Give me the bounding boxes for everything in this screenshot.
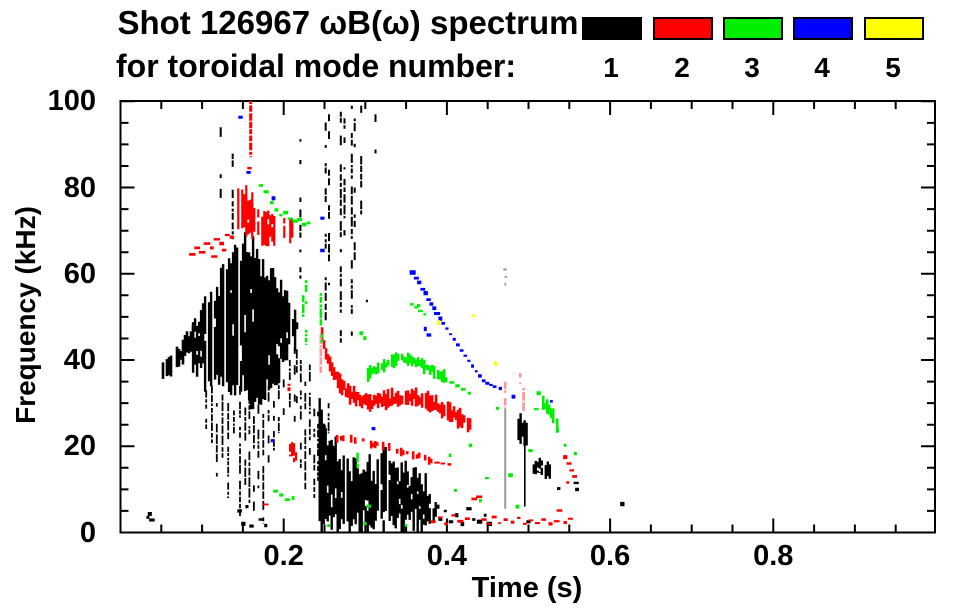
- chart-title-line2: for toroidal mode number:: [116, 48, 516, 84]
- y-tick-label-20: 20: [63, 430, 96, 463]
- x-axis-label: Time (s): [471, 572, 583, 604]
- legend-label-mode-4: 4: [814, 52, 830, 83]
- feature-n1-blob-047: [517, 413, 528, 446]
- y-axis-label: Frequency (kHz): [10, 206, 41, 424]
- feature-n1-thin-lines: [524, 441, 526, 507]
- feature-n3-mid-dots: [359, 303, 427, 341]
- legend-swatch-mode-1: [582, 17, 642, 40]
- feature-n1-rise-tail: [161, 325, 195, 379]
- feature-n5-dots: [436, 314, 498, 366]
- feature-n2-left-dashes: [189, 166, 252, 258]
- feature-n2-wedge-020: [289, 442, 298, 463]
- legend-swatch-mode-2: [653, 17, 713, 40]
- feature-n2-cluster-70khz: [237, 185, 294, 247]
- feature-n2-lower-band: [335, 434, 433, 465]
- x-tick-label-0.6: 0.6: [589, 540, 631, 572]
- chart-title-line1: Shot 126967 ωB(ω) spectrum: [117, 4, 579, 41]
- legend-label-mode-3: 3: [744, 52, 760, 83]
- legend-label-mode-2: 2: [674, 52, 690, 83]
- y-tick-label-40: 40: [63, 344, 96, 377]
- legend-label-mode-5: 5: [885, 52, 901, 83]
- y-tick-label-100: 100: [47, 85, 96, 118]
- feature-grey-squiggle: [503, 268, 508, 286]
- feature-n2-pink-streaks: [319, 334, 525, 411]
- x-tick-label-0.8: 0.8: [753, 540, 794, 572]
- feature-n2-lower-tail: [434, 461, 452, 466]
- feature-n3-arc-tail: [449, 381, 471, 395]
- feature-n1-main-cloud: [191, 232, 299, 410]
- feature-n4-line-lower: [441, 321, 502, 391]
- legend-swatch-mode-5: [864, 17, 924, 40]
- feature-n1-low-blob: [318, 398, 437, 533]
- y-tick-label-80: 80: [63, 171, 96, 204]
- feature-n4-line-upper: [409, 270, 443, 321]
- x-tick-label-0.2: 0.2: [263, 540, 304, 572]
- feature-n3-arc-band: [366, 352, 448, 383]
- y-tick-label-0: 0: [79, 516, 96, 549]
- y-tick-label-60: 60: [63, 257, 96, 290]
- feature-n1-blob-051: [532, 457, 551, 479]
- feature-n3-cluster-052: [541, 395, 559, 433]
- feature-n1-hanging-streaks: [205, 347, 330, 524]
- feature-n2-right-dashes: [563, 455, 577, 484]
- feature-n2-main-band: [320, 327, 472, 433]
- feature-grey-vline-047: [504, 408, 507, 509]
- legend-swatch-mode-4: [793, 17, 853, 40]
- legend-label-mode-1: 1: [603, 52, 619, 83]
- legend-swatch-mode-3: [723, 17, 783, 40]
- feature-n2-bottom-scatter: [263, 495, 573, 526]
- x-tick-label-0.4: 0.4: [426, 540, 468, 572]
